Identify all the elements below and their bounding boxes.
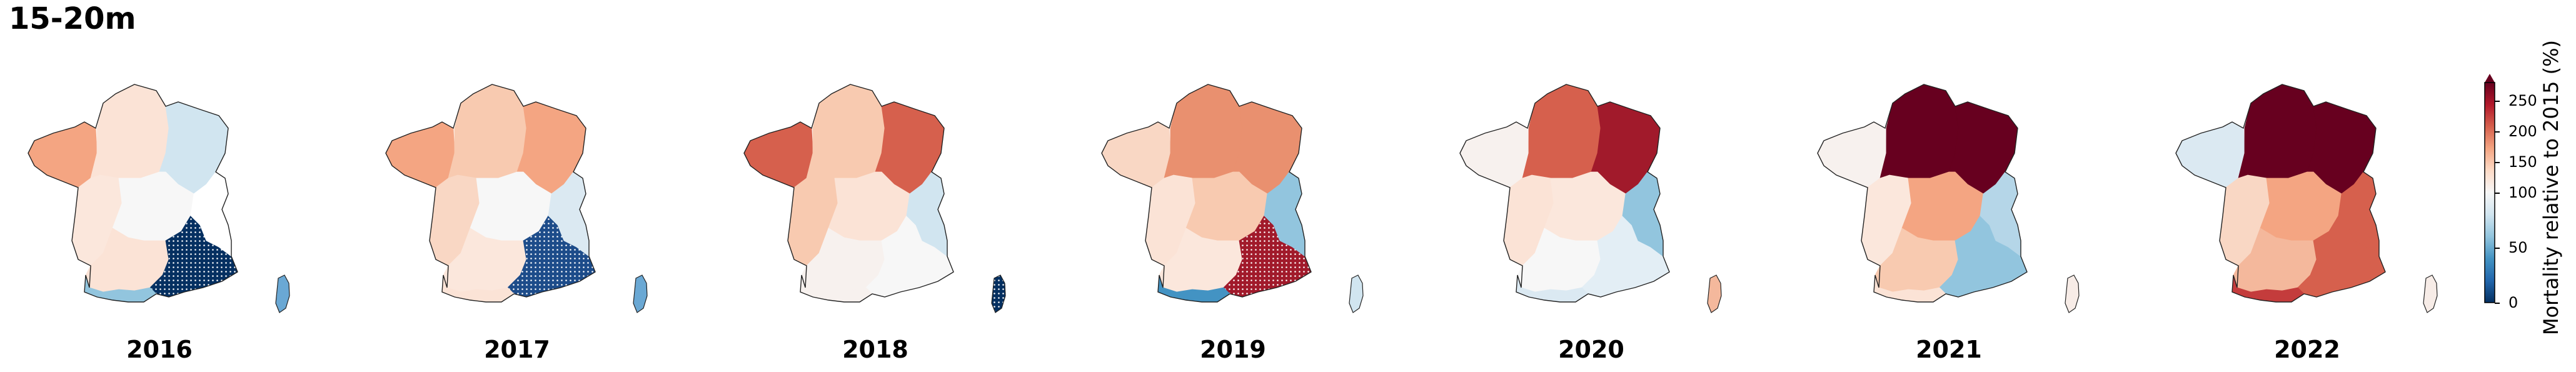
region-nord	[1164, 84, 1243, 179]
france-map	[2175, 84, 2438, 313]
year-label: 2018	[842, 336, 908, 363]
region-nord	[1522, 84, 1601, 179]
corsica-outline	[2065, 274, 2080, 313]
corsica-outline	[275, 274, 290, 313]
france-outline	[2175, 84, 2386, 303]
year-label: 2016	[126, 336, 193, 363]
colorbar-extend-arrow	[2485, 74, 2495, 83]
year-label: 2020	[1558, 336, 1624, 363]
region-bretagne	[1101, 121, 1171, 188]
colorbar-tick-mark	[2495, 248, 2500, 249]
france-outline	[1101, 84, 1312, 303]
year-label: 2019	[1200, 336, 1266, 363]
corsica-outline	[633, 274, 648, 313]
figure-title: 15-20m	[9, 1, 136, 36]
colorbar-tick-label: 250	[2508, 92, 2537, 110]
hatch-overlay-sudest	[150, 216, 238, 297]
france-map	[1817, 84, 2080, 313]
hatch-overlay-sudest	[508, 216, 595, 297]
france-outline	[385, 84, 596, 303]
map-panel-2019: 2019	[1083, 59, 1383, 363]
map-panel-2018: 2018	[725, 59, 1025, 363]
map-panel-2020: 2020	[1441, 59, 1741, 363]
colorbar-tick-mark	[2495, 131, 2500, 133]
france-map	[1459, 84, 1722, 313]
region-nord	[806, 84, 885, 179]
map-panel-2021: 2021	[1799, 59, 2099, 363]
region-nord	[2238, 84, 2317, 179]
region-nord	[1879, 84, 1959, 179]
region-nord	[448, 84, 527, 179]
hatch-overlay-sudest	[1224, 216, 1311, 297]
hatch-overlay-corse	[992, 275, 1005, 313]
colorbar-label: Mortality relative to 2015 (%)	[2539, 39, 2563, 336]
region-bretagne	[385, 121, 455, 188]
colorbar-tick-label: 200	[2508, 123, 2537, 141]
corsica-outline	[1707, 274, 1722, 313]
map-panel-2016: 2016	[9, 59, 309, 363]
france-outline	[743, 84, 954, 303]
colorbar-tick-mark	[2495, 193, 2500, 194]
colorbar-tick-label: 0	[2508, 294, 2518, 311]
year-label: 2017	[484, 336, 550, 363]
france-outline	[1817, 84, 2028, 303]
region-bretagne	[28, 121, 98, 188]
colorbar-bar	[2484, 82, 2495, 303]
france-map	[28, 84, 290, 313]
region-nord	[90, 84, 169, 179]
region-bretagne	[1459, 121, 1529, 188]
corsica-outline	[2423, 274, 2438, 313]
region-bretagne	[2175, 121, 2245, 188]
france-outline	[28, 84, 238, 303]
year-label: 2022	[2274, 336, 2340, 363]
colorbar-tick-label: 150	[2508, 153, 2537, 171]
colorbar: 250 200 150 100 50 0	[2476, 74, 2570, 311]
france-map	[743, 84, 1006, 313]
region-bretagne	[743, 121, 813, 188]
corsica-outline	[991, 274, 1006, 313]
map-panel-2022: 2022	[2157, 59, 2457, 363]
colorbar-tick-mark	[2495, 303, 2500, 304]
year-label: 2021	[1916, 336, 1982, 363]
corsica-outline	[1349, 274, 1364, 313]
colorbar-tick-label: 50	[2508, 239, 2528, 256]
colorbar-tick-label: 100	[2508, 184, 2537, 201]
france-outline	[1459, 84, 1670, 303]
france-map	[385, 84, 648, 313]
colorbar-tick-mark	[2495, 162, 2500, 163]
colorbar-tick-mark	[2495, 101, 2500, 102]
map-panel-2017: 2017	[367, 59, 667, 363]
region-bretagne	[1817, 121, 1887, 188]
france-map	[1101, 84, 1364, 313]
